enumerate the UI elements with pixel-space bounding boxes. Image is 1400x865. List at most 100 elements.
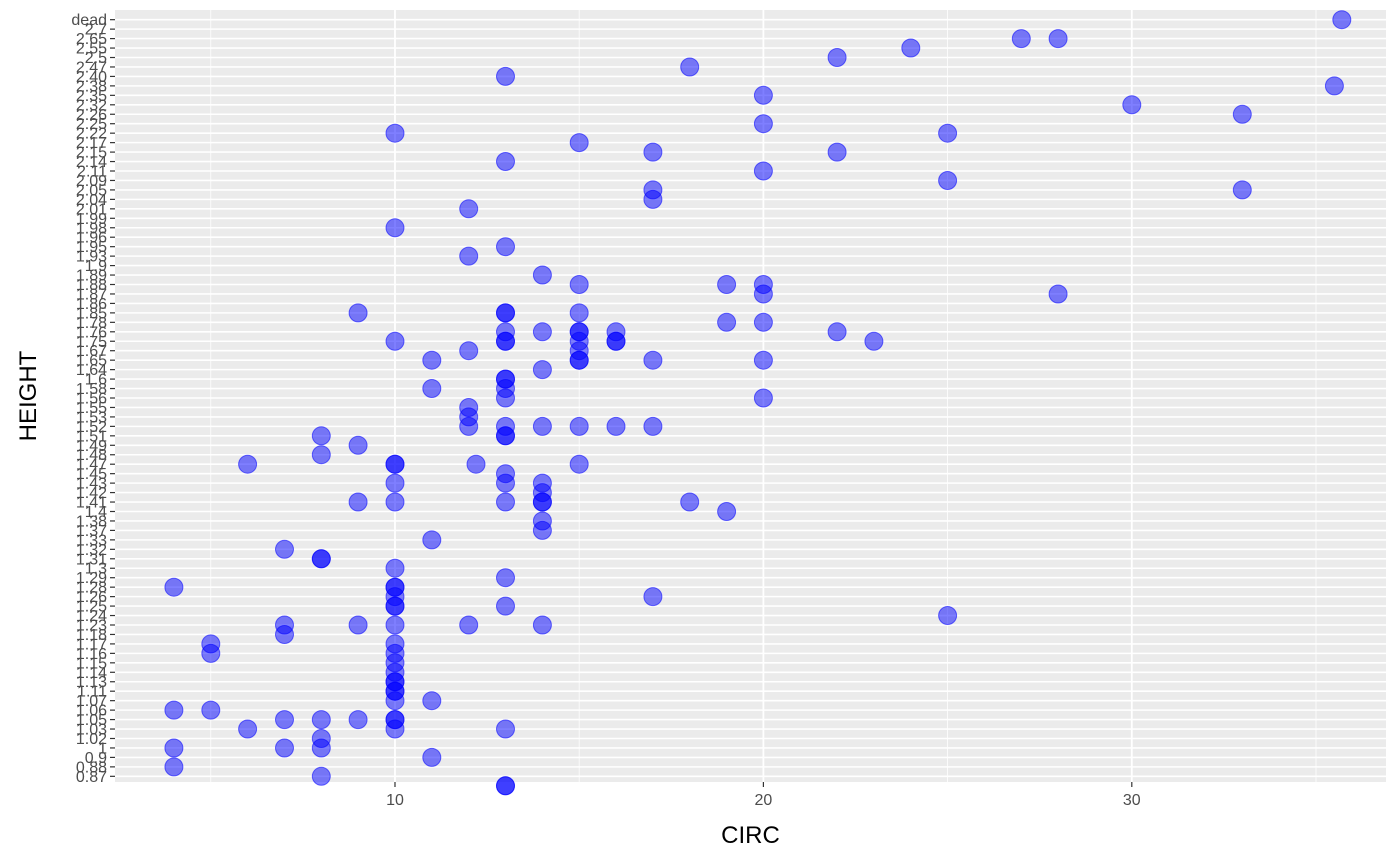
y-tick-label: 1.07: [76, 693, 107, 710]
y-tick-label: 1.6: [85, 372, 107, 389]
y-tick-label: 1.51: [76, 428, 107, 445]
y-tick-label: 2.25: [76, 116, 107, 133]
data-point: [348, 492, 368, 512]
y-tick-label: 1.37: [76, 523, 107, 540]
data-point: [643, 587, 663, 607]
data-point: [311, 729, 331, 748]
y-tick-label: 1.3: [85, 561, 107, 578]
data-point: [422, 350, 442, 370]
y-tick-label: 2.05: [76, 182, 107, 199]
data-point: [385, 454, 405, 474]
data-point: [864, 331, 884, 351]
data-point: [459, 199, 479, 219]
data-point: [496, 492, 515, 512]
x-tick-label: 10: [386, 792, 404, 809]
data-point: [938, 171, 958, 190]
y-tick-label: 2.11: [77, 164, 107, 181]
y-tick-label: 2.04: [76, 192, 107, 209]
y-tick-label: 1.99: [76, 211, 107, 228]
plot-panel: [115, 10, 1386, 782]
data-point: [680, 492, 700, 512]
y-tick-label: 1.93: [76, 249, 107, 266]
data-point: [569, 454, 589, 474]
y-tick-label: 2.55: [76, 41, 107, 58]
y-tick-label: 2.15: [76, 145, 107, 162]
data-point: [496, 303, 515, 323]
data-point: [496, 237, 515, 257]
y-tick-label: 1.52: [76, 419, 107, 436]
y-axis: 0.870.880.911.021.031.051.061.071.111.13…: [71, 12, 115, 786]
data-point: [496, 596, 515, 616]
y-tick-label: 1.4: [85, 504, 107, 521]
y-tick-label: 1.88: [76, 277, 107, 294]
data-point: [717, 275, 737, 294]
y-tick-label: 1.96: [76, 230, 107, 247]
y-tick-label: 1.9: [85, 258, 107, 275]
data-point: [753, 114, 773, 134]
data-point: [643, 416, 663, 436]
data-point: [385, 218, 405, 238]
y-tick-label: 2.65: [76, 31, 107, 48]
y-tick-label: 1.13: [76, 674, 107, 691]
data-point: [422, 747, 442, 767]
data-point: [827, 142, 847, 162]
data-point: [311, 445, 331, 465]
data-point: [753, 85, 773, 105]
data-point: [827, 322, 847, 342]
data-point: [385, 331, 405, 351]
data-point: [496, 66, 515, 86]
y-tick-label: 1.18: [76, 627, 107, 644]
data-point: [496, 568, 515, 588]
data-point: [385, 123, 405, 143]
y-tick-label: 1.15: [76, 655, 107, 672]
data-point: [275, 710, 294, 730]
y-tick-label: 2.17: [76, 135, 107, 152]
data-point: [459, 615, 479, 635]
y-tick-label: 1.55: [76, 400, 107, 417]
y-tick-label: 1.31: [76, 551, 107, 568]
data-point: [459, 341, 479, 361]
data-point: [348, 435, 368, 455]
y-axis-title: HEIGHT: [15, 350, 42, 441]
y-tick-label: 1.26: [76, 589, 107, 606]
y-tick-label: 1.23: [76, 617, 107, 634]
y-tick-label: 1.16: [76, 646, 107, 663]
data-point: [532, 360, 552, 380]
y-tick-label: 1.56: [76, 391, 107, 408]
y-tick-label: 1.75: [76, 334, 107, 351]
data-point: [496, 464, 515, 484]
data-point: [901, 38, 921, 58]
data-point: [275, 738, 294, 758]
y-tick-label: 1.38: [76, 513, 107, 530]
data-point: [385, 492, 405, 512]
data-point: [532, 615, 552, 635]
data-point: [496, 369, 515, 389]
data-point: [164, 738, 184, 758]
data-point: [532, 473, 552, 493]
data-point: [643, 180, 663, 200]
y-tick-label: 1.86: [76, 296, 107, 313]
data-point: [606, 416, 626, 436]
y-tick-label: 1.14: [76, 665, 107, 682]
data-point: [643, 142, 663, 162]
y-tick-label: 1: [98, 740, 107, 757]
data-point: [717, 502, 737, 521]
data-point: [496, 719, 515, 739]
data-point: [569, 275, 589, 294]
y-tick-label: 2.14: [76, 154, 107, 171]
y-tick-label: 2.09: [76, 173, 107, 190]
data-point: [1122, 95, 1142, 115]
data-point: [1011, 29, 1031, 49]
data-point: [385, 615, 405, 635]
y-tick-label: 1.65: [76, 353, 107, 370]
y-tick-label: 1.53: [76, 409, 107, 426]
data-point: [717, 312, 737, 332]
data-point: [311, 710, 331, 730]
y-tick-label: 2.47: [76, 59, 107, 76]
data-point: [1232, 104, 1252, 124]
data-point: [466, 454, 486, 474]
data-point: [422, 691, 442, 711]
data-point: [164, 577, 184, 597]
y-tick-label: 1.95: [76, 239, 107, 256]
